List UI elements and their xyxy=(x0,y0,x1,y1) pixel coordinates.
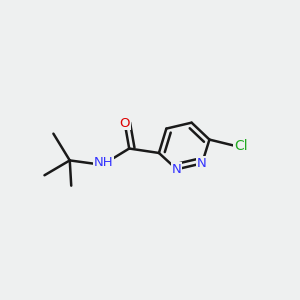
Text: NH: NH xyxy=(94,156,114,169)
Text: Cl: Cl xyxy=(234,139,248,153)
Text: N: N xyxy=(197,157,207,170)
Text: O: O xyxy=(119,117,130,130)
Text: N: N xyxy=(172,163,182,176)
